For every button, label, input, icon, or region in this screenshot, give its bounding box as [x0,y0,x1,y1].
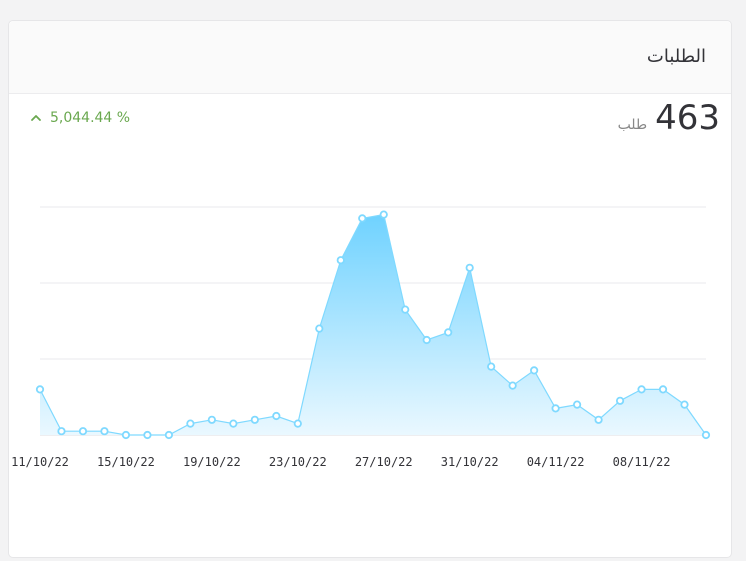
data-point [487,362,496,371]
data-point [658,385,668,394]
orders-card: الطلبات [8,20,732,558]
x-tick-label: 11/10/22 [11,455,69,469]
data-point [680,400,689,409]
x-tick-label: 27/10/22 [355,455,413,469]
total-unit: طلب [617,117,648,133]
series-area [40,214,706,435]
data-point [229,419,238,428]
x-tick-label: 31/10/22 [441,455,499,469]
data-point [57,427,66,436]
card-title: الطلبات [646,46,706,67]
data-point [121,430,131,440]
data-point [508,381,517,390]
data-point [186,419,195,428]
data-point [315,324,324,333]
data-point [336,256,345,265]
data-point [530,366,539,375]
data-point [401,305,410,314]
change-percent: 5,044.44 % [50,110,131,126]
data-point [422,335,431,345]
total-orders: طلب 463 [618,98,720,138]
chevron-up-icon [30,112,42,124]
data-point [35,385,45,394]
data-point [100,427,109,436]
data-point [293,419,302,428]
x-tick-label: 15/10/22 [97,455,155,469]
data-point [250,415,259,424]
data-point [615,396,625,405]
data-point [701,430,711,440]
data-point [637,385,646,394]
x-tick-label: 23/10/22 [269,455,327,469]
data-point [551,404,560,413]
data-point [572,400,582,409]
data-point [379,210,388,219]
data-point [272,411,281,421]
change-indicator: 5,044.44 % [30,110,130,126]
data-point [358,214,367,223]
data-point [143,430,152,440]
data-point [207,415,216,424]
data-point [594,415,603,424]
x-tick-label: 08/11/22 [613,455,671,469]
x-tick-label: 04/11/22 [527,455,585,469]
data-point [164,430,174,440]
card-header: الطلبات [9,21,731,94]
data-point [465,263,474,272]
x-tick-label: 19/10/22 [183,455,241,469]
data-point [78,427,88,436]
data-point [444,328,453,337]
total-value: 463 [655,98,720,138]
